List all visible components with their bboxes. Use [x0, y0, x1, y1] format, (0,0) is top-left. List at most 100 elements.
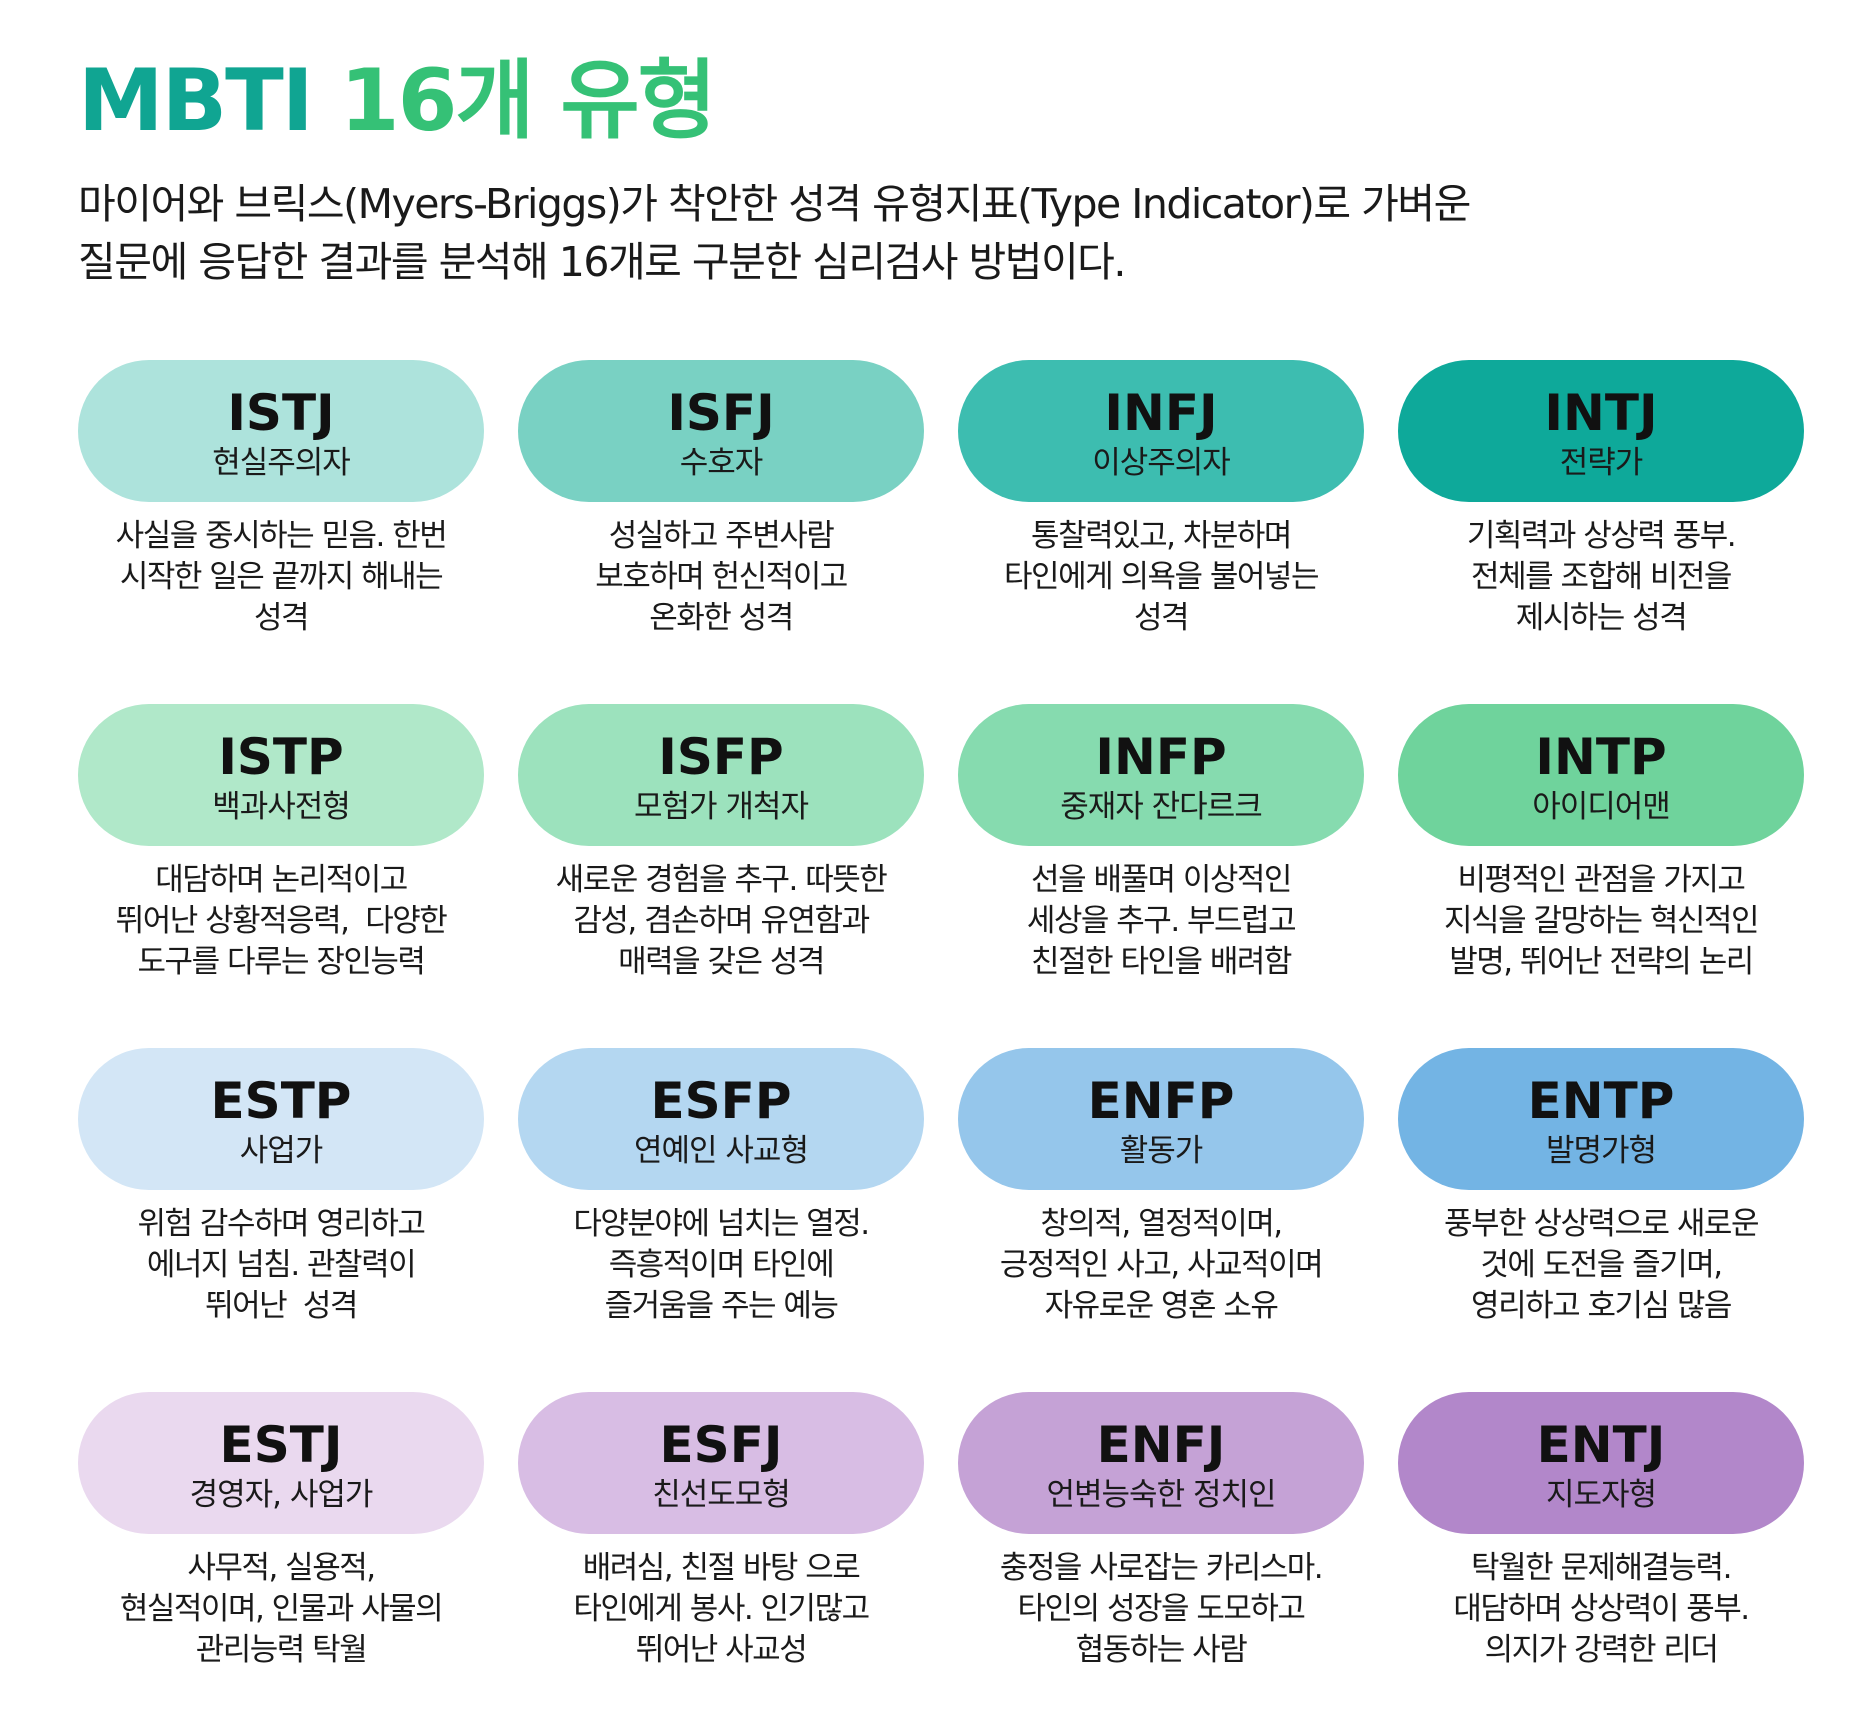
- description-line: 현실적이며, 인물과 사물의: [119, 1591, 444, 1627]
- type-nickname: 아이디어맨: [1532, 789, 1671, 825]
- description-line: 선을 배풀며 이상적인: [1031, 862, 1292, 898]
- description-line: 지식을 갈망하는 혁신적인: [1444, 903, 1759, 939]
- description-line: 다양분야에 넘치는 열정.: [573, 1206, 870, 1242]
- type-code: ESTP: [210, 1072, 352, 1130]
- type-code: ENFP: [1087, 1072, 1235, 1130]
- type-code: ISFP: [658, 728, 784, 786]
- type-pill: ESTJ 경영자, 사업가: [78, 1392, 484, 1534]
- type-code: ISTJ: [227, 384, 335, 442]
- type-pill: INFP 중재자 잔다르크: [958, 704, 1364, 846]
- type-card-intj: INTJ 전략가 기획력과 상상력 풍부. 전체를 조합해 비전을 제시하는 성격: [1398, 360, 1804, 664]
- description-line: 친절한 타인을 배려함: [1031, 944, 1292, 980]
- type-nickname: 친선도모형: [652, 1477, 791, 1513]
- description-line: 것에 도전을 즐기며,: [1480, 1247, 1723, 1283]
- type-pill: ISFJ 수호자: [518, 360, 924, 502]
- type-code: ISFJ: [667, 384, 775, 442]
- type-card-esfj: ESFJ 친선도모형 배려심, 친절 바탕 으로 타인에게 봉사. 인기많고 뛰어난 사…: [518, 1392, 924, 1696]
- type-description: 배려심, 친절 바탕 으로 타인에게 봉사. 인기많고 뛰어난 사교성: [518, 1548, 924, 1671]
- type-nickname: 언변능숙한 정치인: [1046, 1477, 1276, 1513]
- type-pill: ESFP 연예인 사교형: [518, 1048, 924, 1190]
- type-pill: INTJ 전략가: [1398, 360, 1804, 502]
- description-line: 뛰어난 상황적응력, 다양한: [115, 903, 448, 939]
- type-pill: ENFJ 언변능숙한 정치인: [958, 1392, 1364, 1534]
- type-code: INFP: [1095, 728, 1227, 786]
- type-description: 탁월한 문제해결능력. 대담하며 상상력이 풍부. 의지가 강력한 리더: [1398, 1548, 1804, 1671]
- description-line: 뛰어난 성격: [205, 1288, 358, 1324]
- description-line: 영리하고 호기심 많음: [1471, 1288, 1732, 1324]
- description-line: 에너지 넘침. 관찰력이: [146, 1247, 417, 1283]
- type-pill: ENTJ 지도자형: [1398, 1392, 1804, 1534]
- type-pill: INFJ 이상주의자: [958, 360, 1364, 502]
- type-nickname: 전략가: [1559, 445, 1644, 481]
- description-line: 새로운 경험을 추구. 따뜻한: [555, 862, 888, 898]
- type-nickname: 발명가형: [1545, 1133, 1657, 1169]
- type-pill: ISFP 모험가 개척자: [518, 704, 924, 846]
- type-code: ENTJ: [1536, 1416, 1666, 1474]
- type-nickname: 현실주의자: [212, 445, 351, 481]
- type-description: 기획력과 상상력 풍부. 전체를 조합해 비전을 제시하는 성격: [1398, 516, 1804, 639]
- type-nickname: 경영자, 사업가: [189, 1477, 374, 1513]
- type-description: 창의적, 열정적이며, 긍정적인 사고, 사교적이며 자유로운 영혼 소유: [958, 1204, 1364, 1327]
- type-code: INFJ: [1104, 384, 1218, 442]
- type-code: ENFJ: [1096, 1416, 1226, 1474]
- type-code: ESFP: [650, 1072, 792, 1130]
- description-line: 도구를 다루는 장인능력: [137, 944, 426, 980]
- description-line: 타인에게 봉사. 인기많고: [573, 1591, 870, 1627]
- description-line: 세상을 추구. 부드럽고: [1026, 903, 1297, 939]
- type-nickname: 백과사전형: [212, 789, 351, 825]
- type-card-infj: INFJ 이상주의자 통찰력있고, 차분하며 타인에게 의욕을 불어넣는 성격: [958, 360, 1364, 664]
- title-brand: MBTI: [78, 51, 314, 151]
- description-line: 전체를 조합해 비전을: [1471, 559, 1732, 595]
- type-description: 충정을 사로잡는 카리스마. 타인의 성장을 도모하고 협동하는 사람: [958, 1548, 1364, 1671]
- type-pill: ISTP 백과사전형: [78, 704, 484, 846]
- type-card-isfp: ISFP 모험가 개척자 새로운 경험을 추구. 따뜻한 감성, 겸손하며 유연함과 매…: [518, 704, 924, 1008]
- description-line: 뛰어난 사교성: [635, 1632, 808, 1668]
- type-card-esfp: ESFP 연예인 사교형 다양분야에 넘치는 열정. 즉흥적이며 타인에 즐거움을 주는…: [518, 1048, 924, 1352]
- description-line: 탁월한 문제해결능력.: [1471, 1550, 1732, 1586]
- title-rest: 16개 유형: [339, 51, 717, 151]
- type-description: 새로운 경험을 추구. 따뜻한 감성, 겸손하며 유연함과 매력을 갖은 성격: [518, 860, 924, 983]
- description-line: 발명, 뛰어난 전략의 논리: [1449, 944, 1754, 980]
- type-code: INTJ: [1544, 384, 1658, 442]
- description-line: 창의적, 열정적이며,: [1040, 1206, 1283, 1242]
- description-line: 사무적, 실용적,: [187, 1550, 376, 1586]
- page-title: MBTI 16개 유형: [78, 50, 1798, 153]
- type-pill: ESFJ 친선도모형: [518, 1392, 924, 1534]
- description-line: 보호하며 헌신적이고: [595, 559, 848, 595]
- type-code: ESTJ: [219, 1416, 343, 1474]
- type-card-entj: ENTJ 지도자형 탁월한 문제해결능력. 대담하며 상상력이 풍부. 의지가 강력한 …: [1398, 1392, 1804, 1696]
- type-description: 사실을 중시하는 믿음. 한번 시작한 일은 끝까지 해내는 성격: [78, 516, 484, 639]
- description-line: 기획력과 상상력 풍부.: [1466, 518, 1737, 554]
- type-pill: ENTP 발명가형: [1398, 1048, 1804, 1190]
- type-card-intp: INTP 아이디어맨 비평적인 관점을 가지고 지식을 갈망하는 혁신적인 발명, 뛰어…: [1398, 704, 1804, 1008]
- type-code: ESFJ: [659, 1416, 783, 1474]
- description-line: 성실하고 주변사람: [608, 518, 835, 554]
- type-description: 사무적, 실용적, 현실적이며, 인물과 사물의 관리능력 탁월: [78, 1548, 484, 1671]
- description-line: 성격: [253, 600, 310, 636]
- subtitle-line: 질문에 응답한 결과를 분석해 16개로 구분한 심리검사 방법이다.: [78, 238, 1126, 287]
- description-line: 타인의 성장을 도모하고: [1017, 1591, 1306, 1627]
- description-line: 온화한 성격: [649, 600, 794, 636]
- description-line: 통찰력있고, 차분하며: [1031, 518, 1292, 554]
- description-line: 성격: [1133, 600, 1190, 636]
- type-nickname: 이상주의자: [1092, 445, 1231, 481]
- type-pill: ENFP 활동가: [958, 1048, 1364, 1190]
- type-pill: INTP 아이디어맨: [1398, 704, 1804, 846]
- description-line: 협동하는 사람: [1075, 1632, 1248, 1668]
- description-line: 대담하며 상상력이 풍부.: [1453, 1591, 1750, 1627]
- description-line: 감성, 겸손하며 유연함과: [573, 903, 870, 939]
- description-line: 대담하며 논리적이고: [155, 862, 408, 898]
- description-line: 위험 감수하며 영리하고: [137, 1206, 426, 1242]
- type-code: INTP: [1535, 728, 1667, 786]
- description-line: 풍부한 상상력으로 새로운: [1444, 1206, 1759, 1242]
- page-subtitle: 마이어와 브릭스(Myers-Briggs)가 착안한 성격 유형지표(Type…: [78, 175, 1798, 291]
